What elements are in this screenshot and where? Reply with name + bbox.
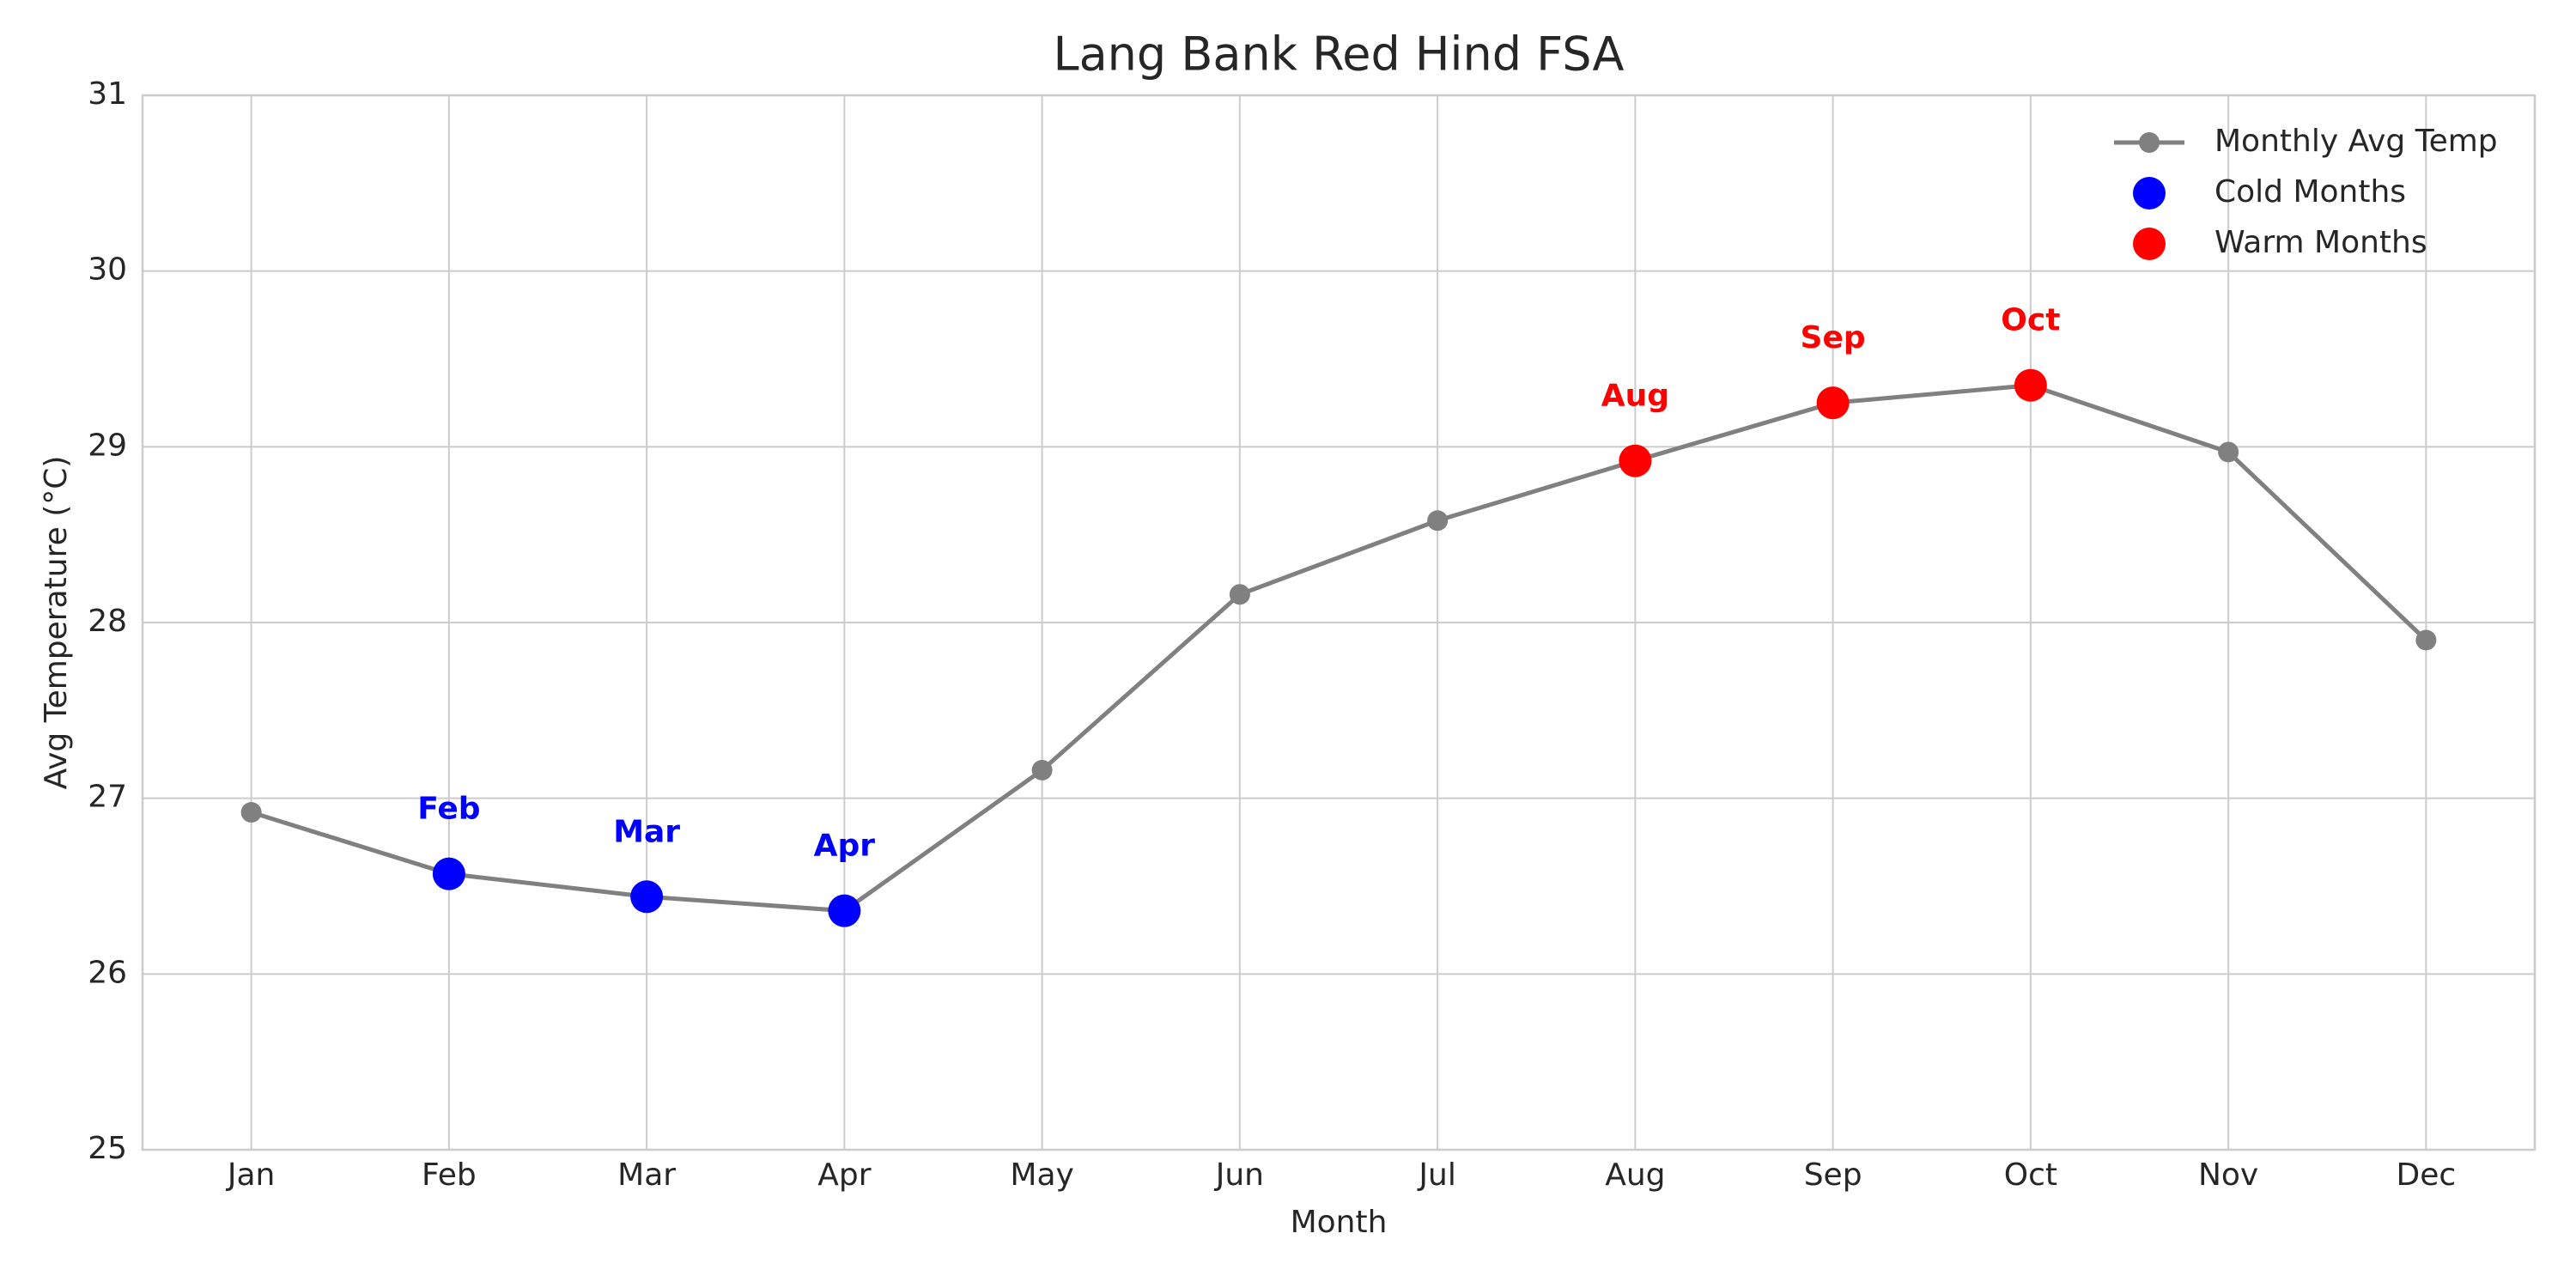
legend-marker (2139, 132, 2160, 153)
highlight-point (1619, 444, 1652, 477)
highlight-point (432, 857, 465, 890)
x-axis-label: Month (1291, 1205, 1388, 1240)
x-tick-label: Nov (2198, 1157, 2258, 1193)
legend-label: Cold Months (2215, 174, 2406, 210)
line-marker (1427, 510, 1449, 532)
point-annotation: Feb (417, 792, 480, 827)
x-tick-label: Jun (1214, 1157, 1264, 1193)
highlight-point (630, 880, 664, 914)
x-tick-label: May (1010, 1157, 1073, 1193)
chart-title: Lang Bank Red Hind FSA (1053, 27, 1624, 82)
y-axis-label: Avg Temperature (°C) (39, 456, 74, 790)
point-annotation: Aug (1601, 379, 1669, 414)
line-marker (240, 802, 262, 823)
legend-marker (2133, 228, 2166, 260)
y-tick-label: 28 (88, 604, 127, 639)
y-tick-label: 29 (88, 428, 127, 463)
line-marker (1229, 584, 1250, 605)
x-tick-label: Feb (422, 1157, 477, 1193)
line-marker (2415, 629, 2437, 651)
point-annotation: Oct (2001, 303, 2060, 338)
point-annotation: Apr (814, 829, 876, 864)
highlight-point (2014, 368, 2047, 402)
legend-label: Monthly Avg Temp (2215, 124, 2498, 159)
y-tick-label: 25 (88, 1131, 127, 1166)
legend-label: Warm Months (2215, 225, 2427, 260)
y-tick-label: 27 (88, 780, 127, 815)
x-tick-label: Dec (2397, 1157, 2457, 1193)
point-annotation: Sep (1801, 320, 1866, 355)
y-tick-label: 31 (88, 76, 127, 112)
series-line (250, 383, 2428, 914)
x-tick-label: Mar (617, 1157, 676, 1193)
y-tick-label: 30 (88, 252, 127, 288)
legend-marker (2133, 177, 2166, 210)
x-tick-label: Aug (1605, 1157, 1665, 1193)
x-tick-label: Apr (817, 1157, 871, 1193)
x-tick-label: Jul (1417, 1157, 1455, 1193)
y-tick-label: 26 (88, 955, 127, 990)
x-tick-label: Oct (2004, 1157, 2057, 1193)
line-marker (1031, 759, 1053, 781)
plot-frame (141, 94, 2537, 1151)
highlight-point (828, 894, 861, 927)
line-marker (2218, 441, 2239, 463)
point-annotation: Mar (613, 814, 680, 849)
highlight-point (1816, 386, 1850, 420)
x-tick-label: Sep (1804, 1157, 1862, 1193)
x-tick-label: Jan (226, 1157, 276, 1193)
